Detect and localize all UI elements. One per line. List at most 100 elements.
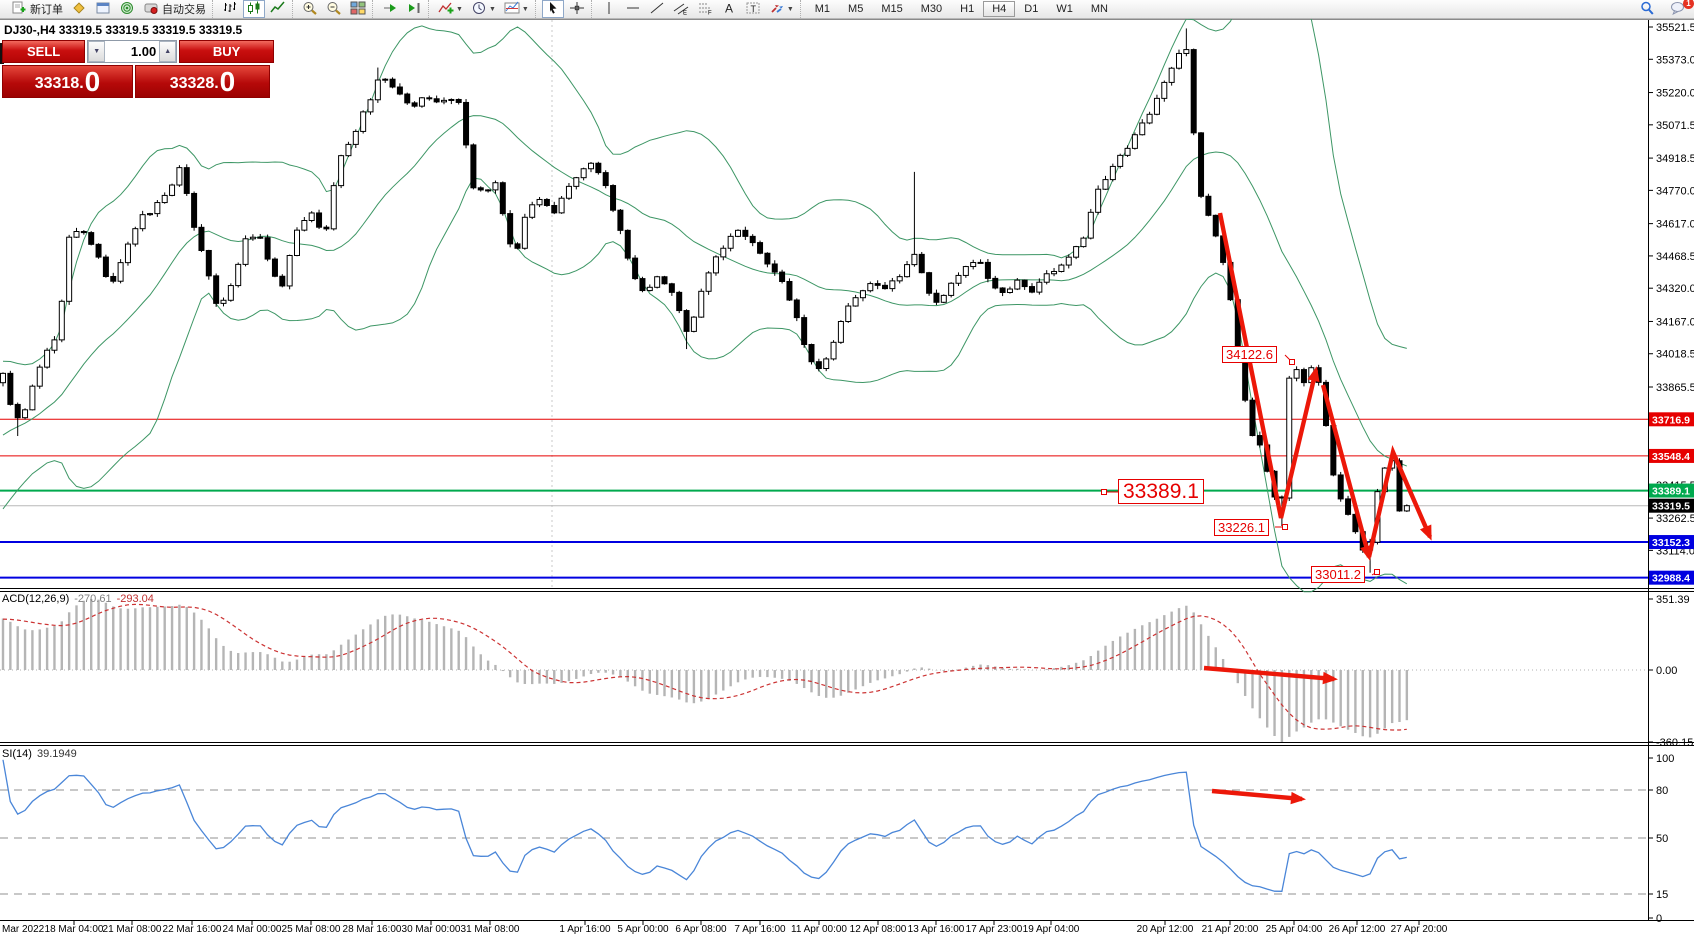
candles-icon xyxy=(246,1,262,18)
timeframe-m1-button[interactable]: M1 xyxy=(814,3,831,15)
zoom-in-button[interactable] xyxy=(299,0,321,18)
svg-text:35220.0: 35220.0 xyxy=(1656,88,1694,100)
hline-icon xyxy=(625,1,641,18)
candlestick-chart-button[interactable] xyxy=(243,0,265,18)
macd-indicator-label: ACD(12,26,9) -270.61 -293.04 xyxy=(2,593,154,605)
timeframe-d1-button[interactable]: D1 xyxy=(1024,3,1039,15)
horizontal-line-button[interactable] xyxy=(622,0,644,18)
fibonacci-button[interactable]: F xyxy=(694,0,716,18)
search-icon xyxy=(1639,1,1655,18)
svg-text:Mar 2022: Mar 2022 xyxy=(2,924,45,935)
chart-shift-button[interactable] xyxy=(403,0,425,18)
svg-text:19 Apr 04:00: 19 Apr 04:00 xyxy=(1023,924,1080,935)
price-annotation[interactable]: 33226.1 xyxy=(1214,519,1269,536)
svg-text:5 Apr 00:00: 5 Apr 00:00 xyxy=(617,924,669,935)
svg-text:351.39: 351.39 xyxy=(1656,594,1690,606)
svg-text:21 Apr 20:00: 21 Apr 20:00 xyxy=(1202,924,1259,935)
zoom-out-icon xyxy=(326,1,342,18)
channel-button[interactable]: E xyxy=(670,0,692,18)
arrows-icon xyxy=(769,1,785,18)
toolbar-group-standard: 新订单 自动交易 xyxy=(2,0,210,18)
periods-button[interactable]: ▼ xyxy=(468,0,499,18)
svg-text:32988.4: 32988.4 xyxy=(1652,573,1690,585)
svg-text:26 Apr 12:00: 26 Apr 12:00 xyxy=(1329,924,1386,935)
labelT-icon: T xyxy=(745,1,761,18)
text-label-button[interactable]: T xyxy=(742,0,764,18)
svg-text:7 Apr 16:00: 7 Apr 16:00 xyxy=(734,924,786,935)
svg-text:33548.4: 33548.4 xyxy=(1652,451,1690,463)
svg-text:34320.0: 34320.0 xyxy=(1656,283,1694,295)
timeframe-m5-button[interactable]: M5 xyxy=(848,3,864,15)
svg-text:13 Apr 16:00: 13 Apr 16:00 xyxy=(908,924,965,935)
price-annotation[interactable]: 33011.2 xyxy=(1311,566,1366,583)
crosshair-button[interactable] xyxy=(566,0,588,18)
svg-text:35373.0: 35373.0 xyxy=(1656,54,1694,66)
svg-text:18 Mar 04:00: 18 Mar 04:00 xyxy=(45,924,104,935)
trendline-button[interactable] xyxy=(646,0,668,18)
timeframe-m30-button[interactable]: M30 xyxy=(920,3,943,15)
textA-icon: A xyxy=(721,1,737,18)
buy-button[interactable]: BUY xyxy=(179,40,274,63)
autoscroll-button[interactable] xyxy=(379,0,401,18)
svg-text:F: F xyxy=(708,10,712,15)
svg-text:25 Apr 04:00: 25 Apr 04:00 xyxy=(1266,924,1323,935)
cursor-button[interactable] xyxy=(541,0,564,18)
svg-text:22 Mar 16:00: 22 Mar 16:00 xyxy=(163,924,222,935)
timeframe-h1-button[interactable]: H1 xyxy=(960,3,975,15)
text-button[interactable]: A xyxy=(718,0,740,18)
doc-plus-icon xyxy=(11,1,27,18)
toolbar-right: 1 xyxy=(1635,0,1694,18)
indicators-icon xyxy=(438,1,454,18)
notifications-chat-button[interactable]: 1 xyxy=(1667,0,1694,18)
bars-icon xyxy=(222,1,238,18)
price-annotation[interactable]: 33389.1 xyxy=(1118,479,1204,504)
svg-text:12 Apr 08:00: 12 Apr 08:00 xyxy=(850,924,907,935)
svg-text:11 Apr 00:00: 11 Apr 00:00 xyxy=(791,924,847,935)
svg-text:20 Apr 12:00: 20 Apr 12:00 xyxy=(1137,924,1194,935)
tiles-icon xyxy=(350,1,366,18)
tile-windows-button[interactable] xyxy=(347,0,369,18)
new-order-button[interactable]: 新订单 xyxy=(8,0,66,18)
svg-text:T: T xyxy=(750,4,756,14)
toolbar-group-zoom xyxy=(292,0,370,18)
price-annotation[interactable]: 34122.6 xyxy=(1222,346,1277,363)
sell-price[interactable]: 33318. 0 xyxy=(2,65,133,98)
templates-button[interactable]: ▼ xyxy=(501,0,532,18)
svg-text:E: E xyxy=(683,10,687,15)
arrows-button[interactable]: ▼ xyxy=(766,0,797,18)
volume-increase-button[interactable]: ▲ xyxy=(159,41,177,62)
volume-input[interactable] xyxy=(105,41,160,62)
sonar-icon xyxy=(119,1,135,18)
timeframe-m15-button[interactable]: M15 xyxy=(881,3,903,15)
data-window-button[interactable] xyxy=(68,0,90,18)
volume-decrease-button[interactable]: ▼ xyxy=(88,41,106,62)
svg-text:15: 15 xyxy=(1656,889,1668,901)
vline-icon xyxy=(601,1,617,18)
toolbar-group-cursor-tools xyxy=(534,0,589,18)
toolbar-group-scroll xyxy=(372,0,426,18)
vertical-line-button[interactable] xyxy=(598,0,620,18)
navigator-button[interactable] xyxy=(92,0,114,18)
indicators-button[interactable]: ▼ xyxy=(435,0,466,18)
svg-text:33865.5: 33865.5 xyxy=(1656,382,1694,394)
line-chart-button[interactable] xyxy=(267,0,289,18)
sell-price-pip: 0 xyxy=(84,66,101,97)
signals-button[interactable] xyxy=(116,0,138,18)
zoom-out-button[interactable] xyxy=(323,0,345,18)
svg-text:35521.5: 35521.5 xyxy=(1656,22,1694,34)
timeframe-mn-button[interactable]: MN xyxy=(1090,3,1108,15)
svg-text:34018.5: 34018.5 xyxy=(1656,349,1694,361)
autotrading-button[interactable]: 自动交易 xyxy=(140,0,209,18)
bar-chart-button[interactable] xyxy=(219,0,241,18)
svg-text:34918.5: 34918.5 xyxy=(1656,153,1694,165)
buy-price[interactable]: 33328. 0 xyxy=(135,65,270,98)
sell-button[interactable]: SELL xyxy=(2,40,86,63)
timeframe-h4-button[interactable]: H4 xyxy=(983,1,1016,17)
channel-icon: E xyxy=(673,1,689,18)
search-button[interactable] xyxy=(1636,0,1658,18)
main-toolbar: 新订单 自动交易 ▼ ▼ ▼ E F A T ▼ M1 M5 M15 M30 H1 H4 D1 W1 MN 1 xyxy=(0,0,1694,19)
svg-text:33319.5: 33319.5 xyxy=(1652,501,1690,513)
timeframe-w1-button[interactable]: W1 xyxy=(1056,3,1073,15)
svg-text:25 Mar 08:00: 25 Mar 08:00 xyxy=(282,924,341,935)
